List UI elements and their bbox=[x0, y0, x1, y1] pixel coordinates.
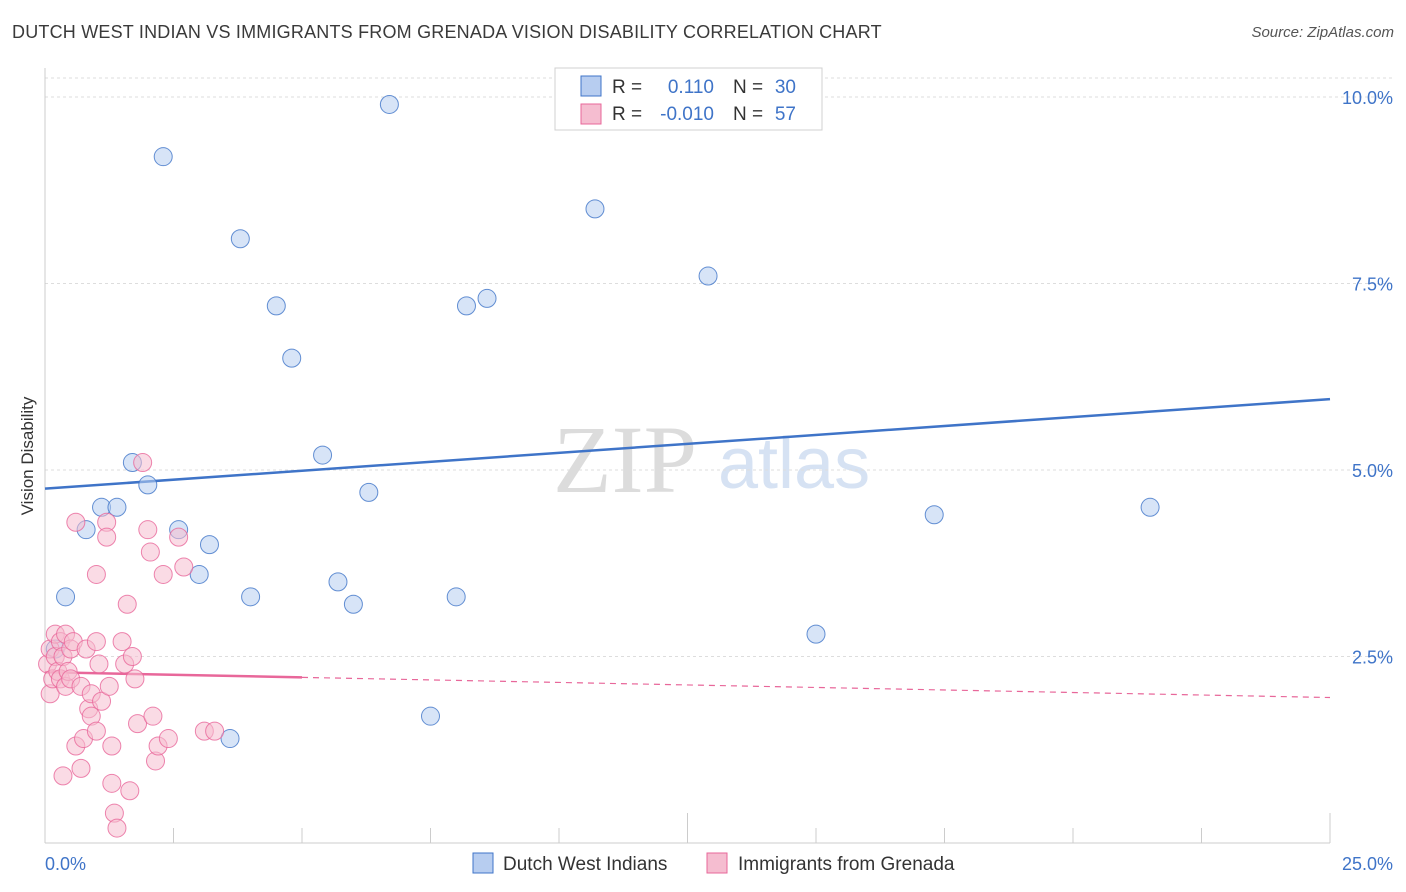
point-immigrants-grenada bbox=[143, 706, 163, 726]
point-dutch-west-indians bbox=[379, 94, 399, 114]
point-dutch-west-indians bbox=[230, 229, 250, 249]
point-dutch-west-indians bbox=[220, 729, 240, 749]
point-dutch-west-indians bbox=[585, 199, 605, 219]
legend-pink-n-label: N = bbox=[733, 104, 763, 125]
point-dutch-west-indians bbox=[241, 587, 261, 607]
point-dutch-west-indians bbox=[698, 266, 718, 286]
point-immigrants-grenada bbox=[112, 632, 132, 652]
y-tick-label: 7.5% bbox=[1352, 275, 1393, 295]
trend-extension-immigrants-grenada bbox=[301, 676, 1331, 699]
point-immigrants-grenada bbox=[205, 721, 225, 741]
point-dutch-west-indians bbox=[343, 594, 363, 614]
x-tick-labels: 0.0% 25.0% bbox=[45, 854, 1393, 874]
legend-swatch-dutch-west-indians bbox=[472, 852, 494, 874]
source-label: Source: ZipAtlas.com bbox=[1251, 24, 1394, 41]
y-tick-label: 2.5% bbox=[1352, 648, 1393, 668]
trend-line-immigrants-grenada bbox=[44, 670, 303, 679]
trend-lines bbox=[44, 397, 1331, 699]
point-immigrants-grenada bbox=[53, 766, 73, 786]
watermark: ZIP atlas bbox=[553, 406, 870, 513]
point-dutch-west-indians bbox=[266, 296, 286, 316]
point-dutch-west-indians bbox=[107, 497, 127, 517]
y-tick-label: 10.0% bbox=[1342, 88, 1393, 108]
point-dutch-west-indians bbox=[199, 535, 219, 555]
legend-swatch-blue bbox=[580, 75, 602, 97]
point-dutch-west-indians bbox=[446, 587, 466, 607]
axes bbox=[44, 68, 1331, 844]
point-immigrants-grenada bbox=[89, 654, 109, 674]
series-legend: Dutch West Indians Immigrants from Grena… bbox=[472, 852, 955, 875]
point-immigrants-grenada bbox=[122, 647, 142, 666]
point-immigrants-grenada bbox=[99, 676, 119, 696]
point-immigrants-grenada bbox=[97, 527, 117, 547]
legend-label-dutch-west-indians: Dutch West Indians bbox=[503, 854, 667, 875]
point-immigrants-grenada bbox=[140, 542, 160, 562]
point-dutch-west-indians bbox=[421, 706, 440, 726]
point-immigrants-grenada bbox=[102, 773, 122, 793]
point-immigrants-grenada bbox=[71, 758, 91, 778]
y-tick-labels: 2.5% 5.0% 7.5% 10.0% bbox=[1342, 88, 1393, 668]
point-immigrants-grenada bbox=[66, 512, 86, 532]
point-immigrants-grenada bbox=[158, 729, 178, 749]
point-immigrants-grenada bbox=[138, 520, 158, 540]
legend-swatch-immigrants-grenada bbox=[706, 852, 728, 874]
point-dutch-west-indians bbox=[477, 288, 497, 308]
point-dutch-west-indians bbox=[313, 445, 333, 465]
point-dutch-west-indians bbox=[806, 624, 826, 644]
point-dutch-west-indians bbox=[56, 587, 76, 607]
legend-blue-n-value: 30 bbox=[775, 77, 796, 98]
x-tick-label-min: 0.0% bbox=[45, 854, 86, 874]
point-immigrants-grenada bbox=[128, 714, 148, 734]
legend-swatch-pink bbox=[580, 103, 602, 125]
trend-line-dutch-west-indians bbox=[44, 397, 1331, 490]
point-dutch-west-indians bbox=[359, 482, 379, 502]
point-immigrants-grenada bbox=[125, 669, 145, 689]
point-immigrants-grenada bbox=[102, 736, 122, 756]
legend-blue-r-value: 0.110 bbox=[668, 77, 714, 98]
point-immigrants-grenada bbox=[92, 691, 112, 711]
point-immigrants-grenada bbox=[86, 632, 106, 652]
point-immigrants-grenada bbox=[133, 453, 153, 473]
point-dutch-west-indians bbox=[924, 505, 944, 525]
point-dutch-west-indians bbox=[153, 147, 173, 167]
point-dutch-west-indians bbox=[282, 348, 302, 368]
watermark-zip: ZIP bbox=[553, 406, 697, 513]
x-tick-label-max: 25.0% bbox=[1342, 854, 1393, 874]
legend-pink-r-label: R = bbox=[612, 104, 642, 125]
legend-blue-n-label: N = bbox=[733, 77, 763, 98]
point-immigrants-grenada bbox=[86, 721, 106, 741]
legend-pink-n-value: 57 bbox=[775, 104, 796, 125]
point-dutch-west-indians bbox=[1140, 497, 1160, 517]
grid bbox=[45, 77, 1393, 657]
point-immigrants-grenada bbox=[107, 818, 127, 838]
legend-label-immigrants-grenada: Immigrants from Grenada bbox=[738, 854, 955, 875]
point-immigrants-grenada bbox=[174, 557, 194, 577]
point-immigrants-grenada bbox=[86, 564, 106, 584]
point-immigrants-grenada bbox=[169, 527, 189, 547]
chart-title: DUTCH WEST INDIAN VS IMMIGRANTS FROM GRE… bbox=[12, 22, 882, 42]
point-dutch-west-indians bbox=[456, 296, 476, 316]
point-dutch-west-indians bbox=[138, 475, 158, 495]
data-points bbox=[38, 94, 1160, 838]
point-dutch-west-indians bbox=[328, 572, 348, 592]
y-tick-label: 5.0% bbox=[1352, 461, 1393, 481]
point-dutch-west-indians bbox=[189, 564, 209, 584]
point-immigrants-grenada bbox=[117, 594, 137, 614]
correlation-legend: R = 0.110 N = 30 R = -0.010 N = 57 bbox=[554, 67, 823, 131]
legend-pink-r-value: -0.010 bbox=[660, 104, 714, 125]
point-immigrants-grenada bbox=[153, 564, 173, 584]
y-axis-label: Vision Disability bbox=[18, 396, 37, 515]
legend-blue-r-label: R = bbox=[612, 77, 642, 98]
point-immigrants-grenada bbox=[120, 781, 140, 801]
